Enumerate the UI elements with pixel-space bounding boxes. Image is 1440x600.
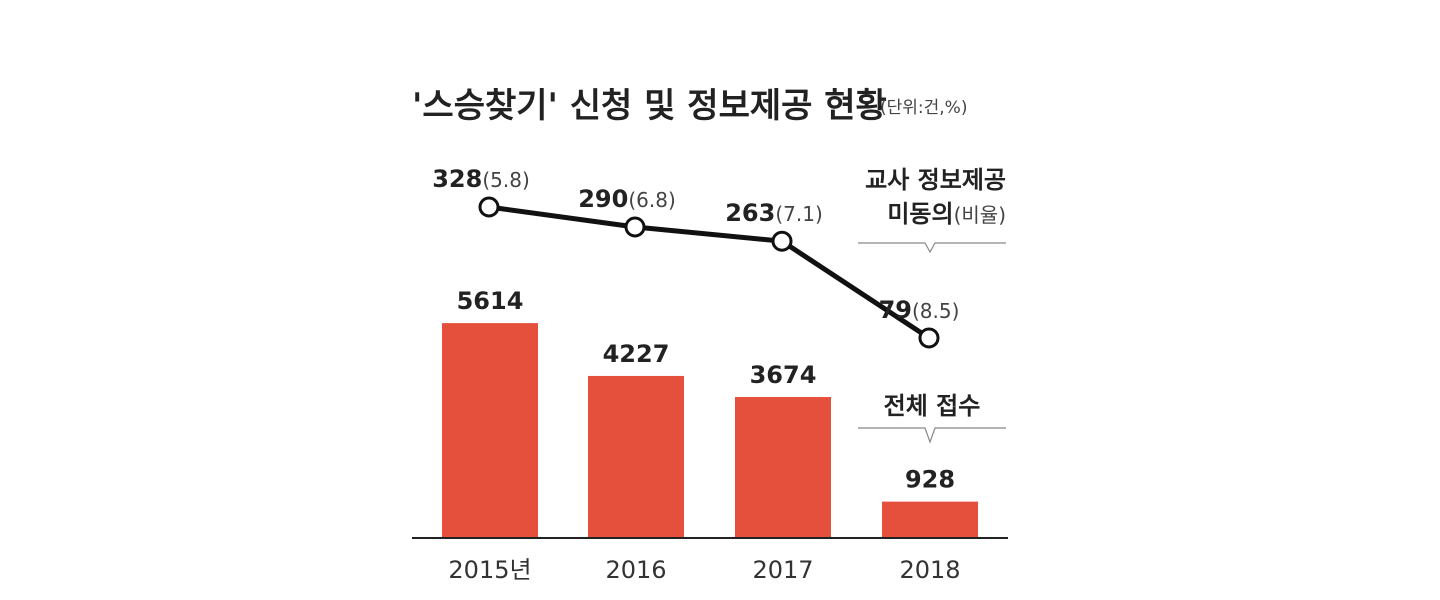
bar: [442, 323, 538, 537]
bar: [882, 501, 978, 537]
line-legend-main: 미동의: [887, 200, 953, 228]
line-ratio: (5.8): [482, 168, 529, 192]
line-value-label: 328(5.8): [432, 165, 530, 193]
bar-legend: 전체 접수: [884, 392, 981, 420]
bar-value-label: 4227: [603, 340, 670, 368]
line-point: [918, 327, 940, 349]
line-value: 290: [578, 185, 628, 213]
x-tick-label: 2015년: [448, 556, 531, 584]
bar-value-label: 5614: [457, 287, 524, 315]
line-ratio: (6.8): [628, 188, 675, 212]
line-point: [771, 230, 793, 252]
line-ratio: (7.1): [775, 202, 822, 226]
line-point: [624, 216, 646, 238]
line-legend-paren: (비율): [954, 203, 1006, 227]
line-legend-line1: 교사 정보제공: [865, 166, 1006, 194]
bar: [588, 375, 684, 537]
line-value-label: 79(8.5): [879, 296, 960, 324]
bar-value-label: 3674: [750, 361, 817, 389]
bar-legend-bracket: [858, 427, 1006, 444]
line-value-label: 263(7.1): [725, 199, 823, 227]
line-series: [488, 204, 931, 341]
line-point: [478, 196, 500, 218]
bar: [735, 397, 831, 537]
line-legend-line2: 미동의(비율): [887, 200, 1006, 228]
x-tick-label: 2016: [605, 556, 666, 584]
line-legend-bracket: [858, 242, 1006, 254]
line-value: 328: [432, 165, 482, 193]
x-tick-label: 2017: [752, 556, 813, 584]
chart-title: '스승찾기' 신청 및 정보제공 현황: [412, 86, 887, 126]
line-value-label: 290(6.8): [578, 185, 676, 213]
bar-value-label: 928: [905, 466, 955, 494]
chart-unit: (단위:건,%): [880, 98, 967, 118]
line-ratio: (8.5): [912, 299, 959, 323]
line-value: 263: [725, 199, 775, 227]
line-value: 79: [879, 296, 912, 324]
x-tick-label: 2018: [899, 556, 960, 584]
